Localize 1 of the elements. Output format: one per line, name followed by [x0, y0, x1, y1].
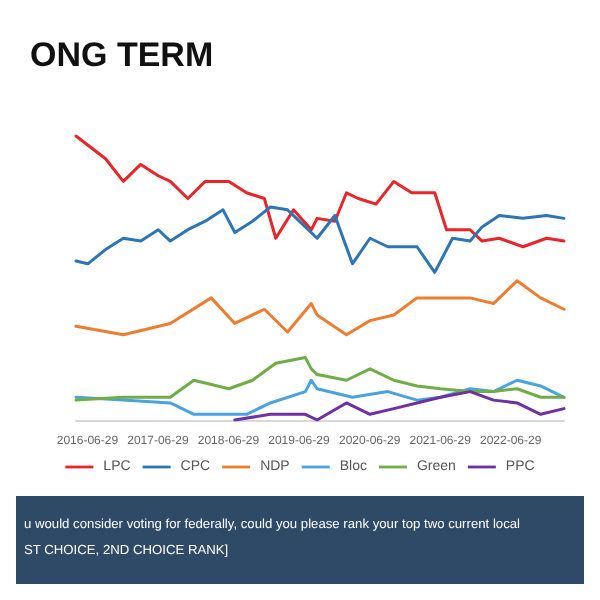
- chart-title: ONG TERM: [30, 36, 214, 74]
